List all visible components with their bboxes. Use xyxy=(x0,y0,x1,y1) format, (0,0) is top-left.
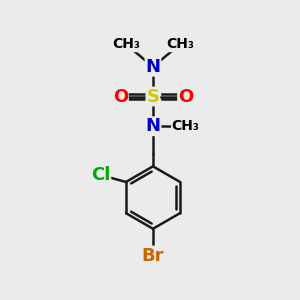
Text: N: N xyxy=(146,58,160,76)
Text: Cl: Cl xyxy=(91,166,110,184)
Text: CH₃: CH₃ xyxy=(166,38,194,52)
Text: N: N xyxy=(146,117,160,135)
Text: S: S xyxy=(146,88,160,106)
Text: Br: Br xyxy=(142,247,164,265)
Text: CH₃: CH₃ xyxy=(172,119,200,133)
Text: O: O xyxy=(178,88,193,106)
Text: O: O xyxy=(113,88,128,106)
Text: CH₃: CH₃ xyxy=(112,38,140,52)
